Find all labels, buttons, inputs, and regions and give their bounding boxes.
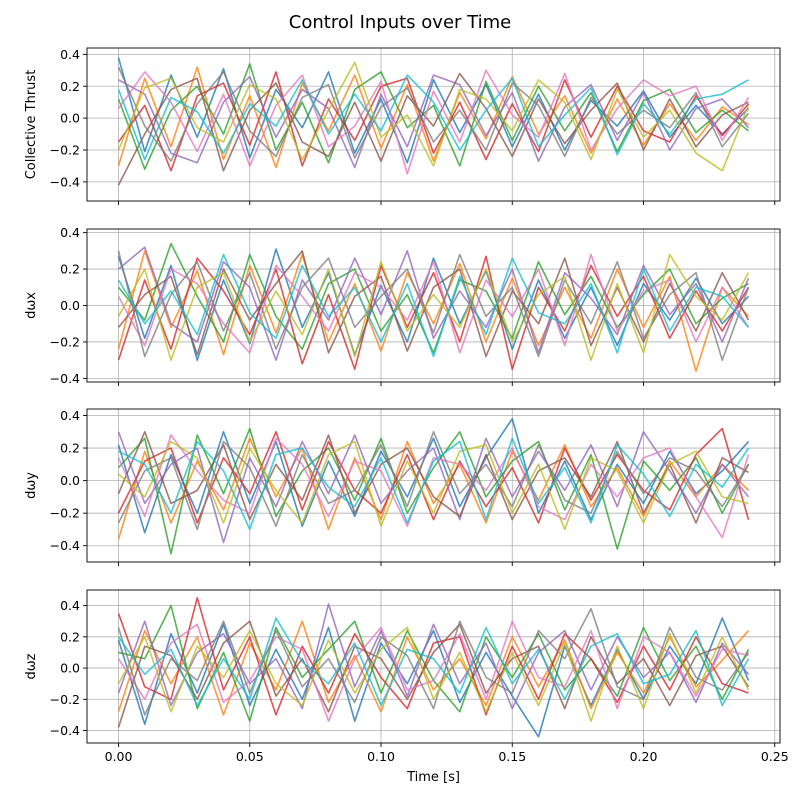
series-line	[117, 250, 750, 358]
y-tick-label: 0.4	[60, 598, 80, 613]
series-line	[117, 437, 750, 540]
series-line	[117, 66, 750, 162]
series-line	[117, 253, 750, 358]
series-line	[117, 620, 750, 728]
y-tick-label: 0.4	[60, 225, 80, 240]
x-tick-label: 0.25	[761, 749, 789, 764]
series-line	[117, 246, 750, 361]
y-tick-label: −0.2	[50, 506, 80, 521]
series-line	[117, 57, 750, 164]
subplot-4: −0.4 −0.2 0.0 0.2 0.4 0.00 0.05 0.10 0.15 0.20 0.2…	[24, 589, 789, 764]
y-tick-label: 0.4	[60, 47, 80, 62]
x-tick-label: 0.15	[498, 749, 526, 764]
series-line	[117, 61, 750, 172]
y-tick-label: 0.2	[60, 79, 80, 94]
axes-frame	[86, 47, 781, 202]
y-tick-label: 0.2	[60, 441, 80, 456]
y-tick-label: 0.2	[60, 262, 80, 277]
series-group	[117, 242, 750, 372]
series-line	[117, 440, 749, 531]
y-tick-label: −0.4	[50, 174, 80, 189]
series-line	[117, 430, 749, 524]
series-line	[117, 250, 750, 361]
series-group	[117, 417, 750, 555]
chart-title: Control Inputs over Time	[288, 12, 512, 33]
series-line	[117, 66, 749, 169]
y-tick-label: −0.4	[50, 723, 80, 738]
series-line	[117, 434, 750, 539]
y-tick-label: 0.0	[60, 661, 80, 676]
series-line	[117, 620, 749, 722]
y-tick-label: −0.4	[50, 538, 80, 553]
series-line	[117, 417, 750, 534]
y-axis-label: dωz	[24, 653, 39, 679]
series-group	[117, 597, 750, 738]
y-tick-label: 0.4	[60, 408, 80, 423]
series-line	[117, 430, 750, 544]
series-line	[118, 74, 750, 169]
x-tick-label: 0.05	[236, 749, 264, 764]
series-line	[117, 250, 750, 372]
axes-frame	[86, 589, 781, 744]
series-line	[117, 253, 750, 361]
series-line	[117, 74, 749, 161]
y-tick-label: 0.0	[60, 298, 80, 313]
x-axis-label: Time [s]	[406, 770, 460, 785]
y-axis-label: dωy	[24, 472, 39, 499]
y-tick-label: −0.2	[50, 692, 80, 707]
series-line	[117, 72, 749, 186]
y-tick-label: −0.4	[50, 371, 80, 386]
subplot-2: −0.4 −0.2 0.0 0.2 0.4 dωx	[24, 225, 781, 386]
series-line	[117, 626, 750, 722]
series-line	[117, 430, 750, 531]
y-axis-label: Collective Thrust	[24, 70, 39, 180]
series-line	[117, 427, 750, 555]
series-line	[118, 437, 750, 531]
subplot-1: −0.4 −0.2 0.0 0.2 0.4 Collective Thrust	[24, 47, 781, 205]
series-group	[117, 57, 750, 186]
series-line	[117, 620, 750, 716]
x-tick-label: 0.20	[630, 749, 658, 764]
axes-frame	[86, 408, 781, 563]
x-tick-label: 0.00	[105, 749, 133, 764]
series-line	[117, 69, 750, 175]
series-line	[117, 255, 750, 371]
y-tick-label: −0.2	[50, 334, 80, 349]
y-tick-label: 0.0	[60, 473, 80, 488]
series-line	[117, 617, 750, 707]
subplot-3: −0.4 −0.2 0.0 0.2 0.4 dωy	[24, 408, 781, 566]
series-line	[117, 603, 750, 710]
series-line	[117, 63, 749, 170]
series-line	[117, 248, 750, 361]
series-line	[117, 597, 749, 716]
series-line	[117, 71, 750, 172]
x-tick-label: 0.10	[367, 749, 395, 764]
y-axis-label: dωx	[24, 292, 39, 319]
y-tick-label: 0.2	[60, 629, 80, 644]
series-line	[117, 253, 750, 354]
series-line	[117, 242, 749, 354]
series-line	[117, 427, 750, 524]
y-tick-label: 0.0	[60, 111, 80, 126]
series-line	[117, 607, 750, 716]
y-tick-label: −0.2	[50, 143, 80, 158]
